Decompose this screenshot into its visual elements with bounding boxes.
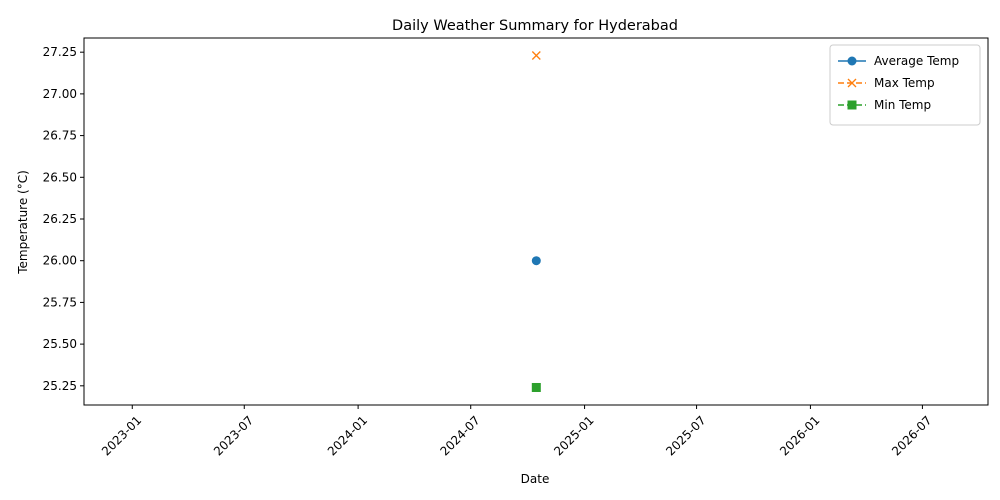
min-temp-point (531, 382, 541, 392)
average-temp-point (531, 256, 541, 266)
legend-label-max-temp: Max Temp (874, 76, 935, 90)
legend: Average Temp Max Temp Min Temp (829, 44, 981, 126)
y-tick-label: 27.00 (43, 87, 77, 101)
legend-label-average-temp: Average Temp (874, 54, 959, 68)
x-tick-label: 2023-01 (99, 413, 144, 458)
y-axis-ticks: 25.25 25.50 25.75 26.00 26.25 26.50 26.75 27.00… (43, 45, 84, 393)
legend-marker-min-temp (847, 100, 857, 110)
legend-label-min-temp: Min Temp (874, 98, 931, 112)
max-temp-point (531, 51, 541, 60)
legend-marker-average-temp (847, 56, 857, 66)
x-tick-label: 2023-07 (211, 413, 256, 458)
y-tick-label: 26.50 (43, 170, 77, 184)
legend-box (829, 44, 981, 126)
x-tick-label: 2024-07 (437, 413, 482, 458)
x-tick-label: 2024-01 (325, 413, 370, 458)
y-tick-label: 25.25 (43, 379, 77, 393)
x-axis-label: Date (521, 472, 550, 486)
x-axis-ticks: 2023-01 2023-07 2024-01 2024-07 2025-01 2025-… (99, 405, 934, 459)
legend-marker-max-temp (847, 78, 857, 88)
y-tick-label: 27.25 (43, 45, 77, 59)
x-tick-label: 2026-01 (777, 413, 822, 458)
y-tick-label: 25.75 (43, 295, 77, 309)
series-marks (531, 51, 541, 392)
y-tick-label: 26.25 (43, 212, 77, 226)
y-tick-label: 26.00 (43, 254, 77, 268)
x-tick-label: 2026-07 (889, 413, 934, 458)
y-axis-label: Temperature (°C) (16, 170, 30, 275)
chart-title: Daily Weather Summary for Hyderabad (392, 18, 678, 34)
x-tick-label: 2025-07 (663, 413, 708, 458)
y-tick-label: 26.75 (43, 129, 77, 143)
y-tick-label: 25.50 (43, 337, 77, 351)
plot-area-frame (83, 37, 989, 406)
x-tick-label: 2025-01 (551, 413, 596, 458)
